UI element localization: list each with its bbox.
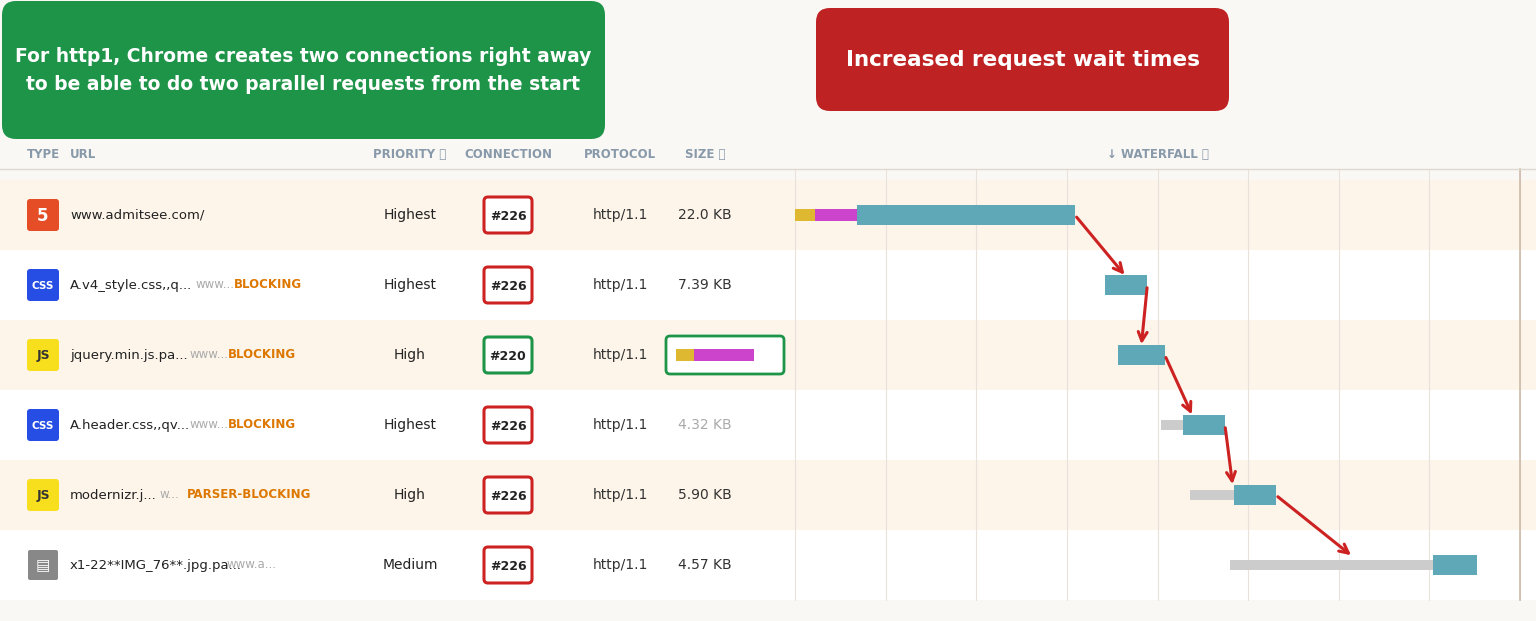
Text: #226: #226 bbox=[490, 420, 527, 432]
Text: http/1.1: http/1.1 bbox=[593, 558, 648, 572]
Text: 5: 5 bbox=[37, 207, 49, 225]
Text: BLOCKING: BLOCKING bbox=[227, 348, 296, 361]
Bar bbox=[0, 320, 1536, 390]
Text: Medium: Medium bbox=[382, 558, 438, 572]
Text: www...: www... bbox=[197, 278, 235, 291]
FancyBboxPatch shape bbox=[28, 409, 58, 441]
Bar bbox=[0, 180, 1536, 250]
Text: #226: #226 bbox=[490, 489, 527, 502]
FancyBboxPatch shape bbox=[28, 479, 58, 511]
Text: For http1, Chrome creates two connections right away
to be able to do two parall: For http1, Chrome creates two connection… bbox=[15, 47, 591, 94]
Bar bbox=[1230, 560, 1433, 570]
FancyBboxPatch shape bbox=[28, 339, 58, 371]
FancyBboxPatch shape bbox=[667, 336, 783, 374]
FancyBboxPatch shape bbox=[484, 197, 531, 233]
Bar bbox=[857, 205, 1075, 225]
Bar bbox=[1106, 275, 1147, 295]
Text: A.header.css,,qv...: A.header.css,,qv... bbox=[71, 419, 190, 432]
Text: CSS: CSS bbox=[32, 421, 54, 431]
Text: #226: #226 bbox=[490, 209, 527, 222]
Text: JS: JS bbox=[37, 350, 49, 363]
Text: TYPE: TYPE bbox=[26, 148, 60, 161]
Text: www...: www... bbox=[190, 348, 229, 361]
FancyBboxPatch shape bbox=[484, 267, 531, 303]
Bar bbox=[0, 530, 1536, 600]
Text: http/1.1: http/1.1 bbox=[593, 278, 648, 292]
Text: Highest: Highest bbox=[384, 418, 436, 432]
Text: CONNECTION: CONNECTION bbox=[464, 148, 551, 161]
FancyBboxPatch shape bbox=[2, 1, 605, 139]
Bar bbox=[676, 349, 694, 361]
Text: ▤: ▤ bbox=[35, 558, 51, 574]
Bar bbox=[1433, 555, 1476, 575]
Text: Increased request wait times: Increased request wait times bbox=[845, 50, 1200, 70]
Text: modernizr.j...: modernizr.j... bbox=[71, 489, 157, 502]
Bar bbox=[816, 209, 857, 221]
Text: URL: URL bbox=[71, 148, 97, 161]
Text: www...: www... bbox=[190, 419, 229, 432]
Bar bbox=[0, 250, 1536, 320]
Text: BLOCKING: BLOCKING bbox=[233, 278, 303, 291]
Text: CSS: CSS bbox=[32, 281, 54, 291]
Text: http/1.1: http/1.1 bbox=[593, 488, 648, 502]
Text: BLOCKING: BLOCKING bbox=[227, 419, 296, 432]
FancyBboxPatch shape bbox=[28, 269, 58, 301]
Text: Highest: Highest bbox=[384, 208, 436, 222]
Text: A.v4_style.css,,q...: A.v4_style.css,,q... bbox=[71, 278, 192, 291]
Bar bbox=[0, 390, 1536, 460]
FancyBboxPatch shape bbox=[484, 547, 531, 583]
Text: ↓ WATERFALL ⓘ: ↓ WATERFALL ⓘ bbox=[1106, 148, 1209, 161]
Text: www.admitsee.com/: www.admitsee.com/ bbox=[71, 209, 204, 222]
Bar bbox=[1183, 415, 1224, 435]
FancyBboxPatch shape bbox=[484, 407, 531, 443]
FancyBboxPatch shape bbox=[484, 477, 531, 513]
FancyBboxPatch shape bbox=[484, 337, 531, 373]
Bar bbox=[694, 349, 754, 361]
Text: High: High bbox=[395, 488, 425, 502]
Text: Highest: Highest bbox=[384, 278, 436, 292]
Text: 5.90 KB: 5.90 KB bbox=[677, 488, 731, 502]
Bar bbox=[1190, 490, 1233, 500]
FancyBboxPatch shape bbox=[28, 550, 58, 580]
Text: http/1.1: http/1.1 bbox=[593, 418, 648, 432]
Text: 4.32 KB: 4.32 KB bbox=[679, 418, 731, 432]
Text: jquery.min.js.pa...: jquery.min.js.pa... bbox=[71, 348, 187, 361]
Text: #220: #220 bbox=[490, 350, 527, 363]
Text: PRIORITY ⓘ: PRIORITY ⓘ bbox=[373, 148, 447, 161]
Text: #226: #226 bbox=[490, 560, 527, 573]
Text: http/1.1: http/1.1 bbox=[593, 208, 648, 222]
Text: w...: w... bbox=[160, 489, 180, 502]
FancyBboxPatch shape bbox=[816, 8, 1229, 111]
Text: 33.0 KB: 33.0 KB bbox=[679, 348, 731, 362]
Text: JS: JS bbox=[37, 489, 49, 502]
Text: 4.57 KB: 4.57 KB bbox=[679, 558, 731, 572]
Bar bbox=[1161, 420, 1183, 430]
FancyBboxPatch shape bbox=[28, 199, 58, 231]
Text: PROTOCOL: PROTOCOL bbox=[584, 148, 656, 161]
Text: PARSER-BLOCKING: PARSER-BLOCKING bbox=[186, 489, 310, 502]
Bar bbox=[0, 460, 1536, 530]
Text: x1-22**IMG_76**.jpg.pa...: x1-22**IMG_76**.jpg.pa... bbox=[71, 558, 243, 571]
Text: SIZE ⓘ: SIZE ⓘ bbox=[685, 148, 725, 161]
Bar bbox=[796, 209, 816, 221]
Text: 22.0 KB: 22.0 KB bbox=[679, 208, 731, 222]
Text: #226: #226 bbox=[490, 279, 527, 292]
Bar bbox=[1233, 485, 1276, 505]
Text: http/1.1: http/1.1 bbox=[593, 348, 648, 362]
Text: High: High bbox=[395, 348, 425, 362]
Bar bbox=[1118, 345, 1164, 365]
Text: www.a...: www.a... bbox=[226, 558, 276, 571]
Text: 7.39 KB: 7.39 KB bbox=[677, 278, 731, 292]
